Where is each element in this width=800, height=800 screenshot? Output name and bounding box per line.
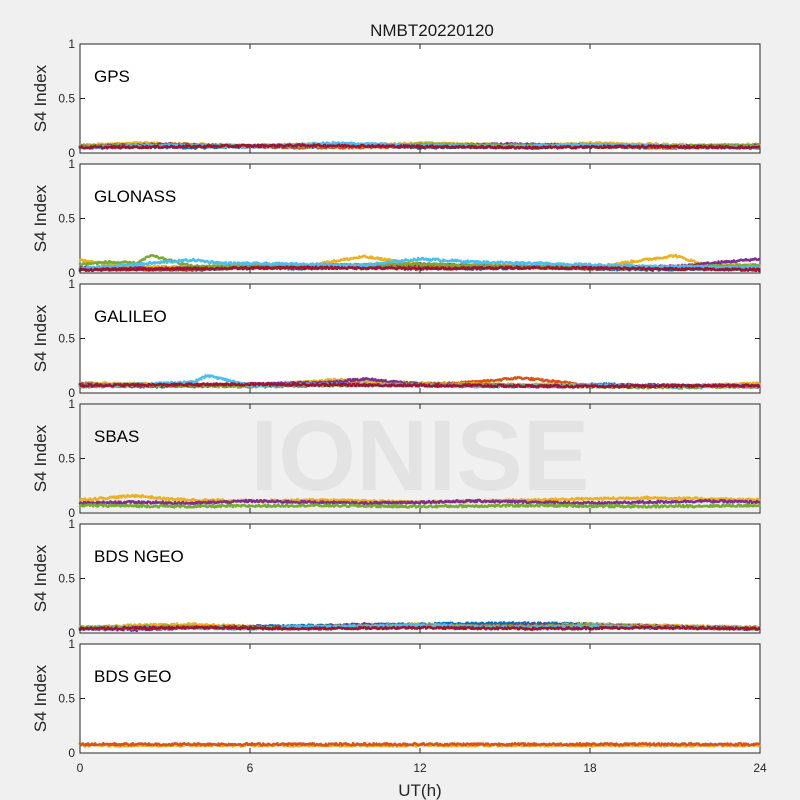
data-point	[757, 145, 761, 149]
y-axis-label: S4 Index	[31, 64, 50, 132]
panel-label: GPS	[94, 67, 130, 86]
y-tick-label: 0.5	[58, 92, 75, 106]
plot-area	[79, 43, 761, 154]
chart-title: NMBT20220120	[370, 21, 494, 40]
y-tick-label: 1	[68, 37, 75, 51]
data-point	[757, 143, 761, 146]
